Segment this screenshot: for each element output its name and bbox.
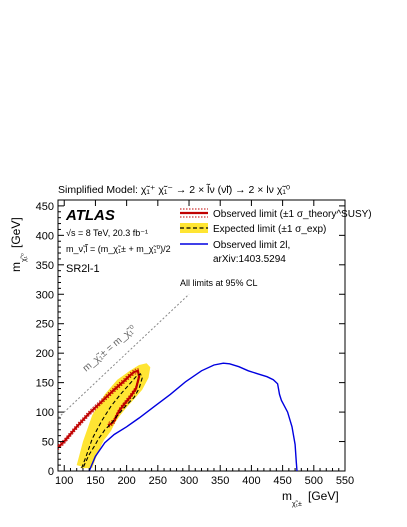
confidence-level-note: All limits at 95% CL [180, 278, 258, 288]
x-tick-label: 550 [336, 475, 354, 487]
mass-relation-label: m_ν̃,l̃ = (m_χ̃₁± + m_χ̃₁⁰)/2 [66, 243, 171, 254]
axis-ticks-layer: 100 150 200 250 300 350 400 450 500 550 0 50 100 150 2… [36, 199, 354, 487]
expected-limit-line [81, 372, 143, 469]
expected-band-layer [76, 363, 151, 469]
y-tick-label: 200 [36, 348, 54, 360]
x-tick-label: 400 [242, 475, 260, 487]
y-tick-label: 100 [36, 407, 54, 419]
legend-expected-label: Expected limit (±1 σ_exp) [213, 224, 326, 235]
y-tick-label: 150 [36, 378, 54, 390]
x-tick-label: 250 [149, 475, 167, 487]
expected-limit-band [76, 363, 151, 469]
limit-lines-layer [57, 362, 298, 472]
y-axis-label-subscript: χ̃₁⁰ [20, 253, 28, 262]
y-tick-label: 250 [36, 319, 54, 331]
observed-limit-theory-up-line [57, 367, 140, 446]
y-tick-label: 50 [42, 437, 54, 449]
diagonal-label: m_χ̃₁± = m_χ̃₁⁰ [81, 323, 139, 374]
x-tick-label: 200 [117, 475, 135, 487]
x-axis-title: m χ̃₁± [GeV] [282, 489, 339, 508]
y-axis-title: m χ̃₁⁰ [GeV] [9, 217, 28, 272]
x-axis-label-unit: [GeV] [308, 489, 339, 503]
x-axis-label: m [282, 489, 292, 503]
y-tick-label: 0 [48, 466, 54, 478]
y-tick-label: 450 [36, 201, 54, 213]
x-tick-label: 500 [305, 475, 323, 487]
legend-observed-label: Observed limit (±1 σ_theory^SUSY) [213, 209, 372, 220]
y-tick-label: 300 [36, 289, 54, 301]
energy-lumi-label: √s = 8 TeV, 20.3 fb⁻¹ [66, 228, 148, 238]
legend: Observed limit (±1 σ_theory^SUSY) Expect… [180, 208, 372, 265]
chart-title: Simplified Model: χ̃₁⁺ χ̃₁⁻ → 2 × l̃ν (ν… [58, 183, 290, 196]
legend-previous-label: Observed limit 2l, [213, 240, 290, 251]
x-tick-label: 300 [180, 475, 198, 487]
signal-region-label: SR2l-1 [66, 263, 100, 275]
x-tick-label: 450 [273, 475, 291, 487]
x-axis-label-subscript: χ̃₁± [292, 501, 302, 508]
previous-observed-limit-line [88, 362, 298, 472]
legend-previous-reference: arXiv:1403.5294 [213, 254, 286, 265]
x-tick-label: 350 [211, 475, 229, 487]
y-tick-label: 400 [36, 230, 54, 242]
y-tick-label: 350 [36, 260, 54, 272]
atlas-label: ATLAS [65, 207, 115, 224]
x-tick-label: 100 [55, 475, 73, 487]
y-axis-label: m [9, 262, 23, 272]
x-tick-label: 150 [86, 475, 104, 487]
y-axis-label-unit: [GeV] [9, 217, 23, 248]
